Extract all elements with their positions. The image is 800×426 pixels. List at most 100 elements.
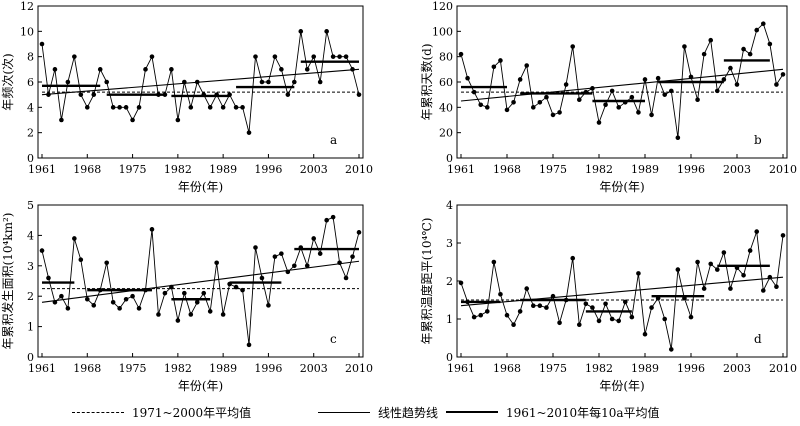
data-point <box>458 51 464 57</box>
data-point <box>272 54 278 59</box>
legend-decade-label: 1961~2010年每10a平均值 <box>506 405 660 420</box>
series-line <box>41 216 360 345</box>
data-point <box>162 92 168 97</box>
data-point <box>517 309 523 314</box>
data-point <box>708 37 714 43</box>
x-tick-label: 1996 <box>677 163 705 176</box>
y-tick-label: 0 <box>27 351 34 364</box>
data-point <box>563 297 569 303</box>
data-point <box>72 54 77 59</box>
data-point <box>747 248 753 253</box>
data-point <box>721 250 727 255</box>
data-point <box>563 82 569 87</box>
data-point <box>330 54 336 59</box>
data-point <box>636 110 641 115</box>
data-point <box>570 255 576 261</box>
data-point <box>524 63 530 68</box>
data-point <box>458 280 464 286</box>
x-tick-label: 1989 <box>631 362 659 375</box>
data-point <box>695 97 700 103</box>
x-tick-label: 1989 <box>209 362 237 375</box>
data-point <box>478 102 484 108</box>
data-point <box>194 79 200 85</box>
y-axis-label: 年累积发生面积(10⁴km²) <box>0 213 15 350</box>
data-point <box>530 105 536 110</box>
data-point <box>130 293 135 299</box>
data-point <box>46 92 51 97</box>
data-point <box>91 92 97 97</box>
data-point <box>655 295 661 301</box>
data-point <box>343 275 349 281</box>
x-tick-label: 1961 <box>447 163 475 176</box>
data-point <box>97 287 103 293</box>
data-point <box>544 305 549 310</box>
data-point <box>774 284 779 290</box>
data-point <box>285 269 291 275</box>
legend-baseline-swatch <box>72 411 124 413</box>
data-point <box>583 301 589 307</box>
x-tick-label: 1975 <box>539 362 567 375</box>
data-point <box>754 27 760 33</box>
data-point <box>649 112 654 118</box>
data-point <box>304 67 310 72</box>
data-point <box>149 227 155 232</box>
x-tick-label: 2010 <box>769 163 797 176</box>
data-point <box>688 74 694 80</box>
panel-a: 0 2 4 6 8 10 12 1961 1968 1975 1982 1989 1996 2003 201… <box>1 0 373 194</box>
y-tick-label: 2 <box>27 290 34 303</box>
data-point <box>52 299 58 305</box>
data-point <box>78 92 84 97</box>
trend-line <box>460 68 784 102</box>
data-point <box>84 296 90 302</box>
data-point <box>136 105 142 110</box>
data-point <box>767 274 773 280</box>
data-point <box>537 99 543 105</box>
data-point <box>530 303 536 309</box>
data-point <box>253 245 258 250</box>
data-point <box>629 314 635 320</box>
y-tick-label: 60 <box>439 76 453 89</box>
data-point <box>59 293 64 299</box>
data-point <box>570 44 576 49</box>
data-point <box>91 303 97 308</box>
panel-label: a <box>330 133 337 147</box>
data-point <box>701 286 707 291</box>
data-point <box>609 316 615 322</box>
data-point <box>227 281 232 287</box>
data-point <box>272 254 278 259</box>
data-point <box>220 105 226 110</box>
data-point <box>603 102 608 108</box>
data-point <box>590 305 595 310</box>
y-tick-label: 1 <box>446 313 453 326</box>
y-tick-label: 6 <box>27 76 34 89</box>
data-point <box>550 112 556 118</box>
data-point <box>498 292 503 297</box>
data-point <box>220 312 226 317</box>
x-tick-label: 1968 <box>73 163 101 176</box>
x-tick-label: 1982 <box>164 163 192 176</box>
data-point <box>576 322 582 328</box>
data-point <box>524 286 530 291</box>
data-point <box>84 105 90 110</box>
legend: 1971~2000年平均值 线性趋势线 1961~2010年每10a平均值 <box>0 398 800 426</box>
data-point <box>350 67 355 72</box>
data-point <box>760 288 766 293</box>
data-point <box>285 92 291 97</box>
data-point <box>156 92 161 97</box>
data-point <box>259 275 265 281</box>
data-point <box>266 79 271 85</box>
data-point <box>498 58 503 63</box>
data-point <box>728 65 733 71</box>
data-point <box>774 82 779 87</box>
data-point <box>550 293 556 299</box>
data-point <box>240 105 245 110</box>
x-tick-label: 1961 <box>28 362 56 375</box>
x-tick-label: 1975 <box>539 163 567 176</box>
data-point <box>259 79 265 85</box>
data-point <box>741 46 746 52</box>
data-point <box>266 303 271 308</box>
x-tick-label: 2003 <box>300 362 328 375</box>
x-tick-label: 2003 <box>723 362 751 375</box>
data-point <box>682 295 687 301</box>
data-point <box>504 107 510 113</box>
